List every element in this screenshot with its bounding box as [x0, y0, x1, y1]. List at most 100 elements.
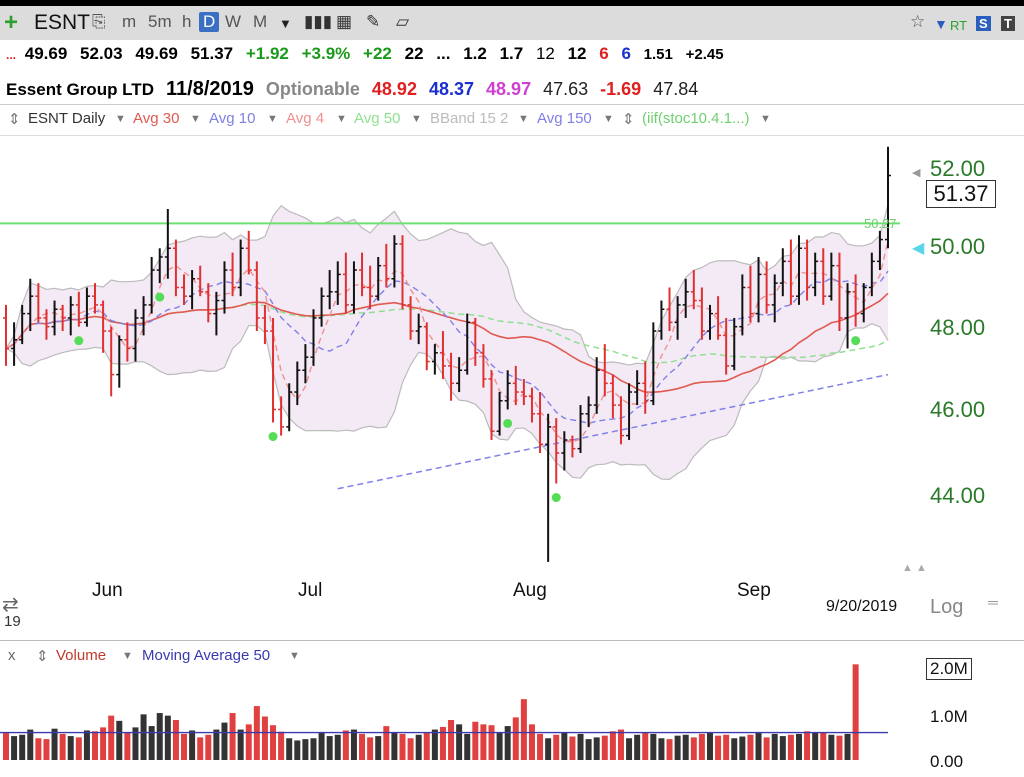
volume-bar: [561, 732, 568, 760]
open-value: 49.69: [24, 44, 68, 63]
interval-monthly[interactable]: M: [253, 12, 268, 31]
dropdown-icon[interactable]: ▼: [603, 113, 614, 125]
ohlc-bar: [213, 291, 220, 336]
ohlc-bar: [11, 322, 18, 366]
menu-icon[interactable]: ═: [988, 594, 998, 610]
study-avg50[interactable]: Avg 50: [354, 110, 401, 127]
low-value: 49.69: [135, 44, 178, 63]
volume-bar: [350, 729, 357, 760]
interval-1m[interactable]: m: [122, 12, 137, 31]
move-handle-icon[interactable]: ⇕: [8, 111, 21, 128]
s-button[interactable]: S: [976, 16, 991, 31]
dropdown-icon[interactable]: ▼: [190, 113, 201, 125]
volume-bar: [520, 699, 527, 760]
scroll-up-icon-2[interactable]: ▲: [916, 562, 927, 574]
interval-weekly[interactable]: W: [225, 12, 242, 31]
ohlc-bar: [804, 239, 811, 301]
dropdown-icon[interactable]: ▼: [336, 113, 347, 125]
dropdown-icon[interactable]: ▼: [122, 650, 133, 662]
volume-bar: [763, 737, 770, 760]
link-icon[interactable]: ⎘: [92, 12, 106, 31]
move-handle-icon[interactable]: ⇕: [622, 111, 635, 128]
volume-bar: [407, 738, 414, 760]
volume-bar: [391, 733, 398, 760]
scroll-up-icon[interactable]: ▲: [902, 562, 913, 574]
ohlc-bar: [164, 209, 171, 279]
volume-bar: [415, 734, 422, 760]
ohlc-bar: [844, 283, 851, 349]
volume-bar: [294, 740, 301, 760]
stat-3: 1.2: [463, 44, 487, 63]
study-bband[interactable]: BBand 15 2: [430, 110, 509, 127]
bband-lower-line: [5, 323, 889, 481]
dropdown-icon[interactable]: ▼: [267, 113, 278, 125]
volume-bar: [682, 734, 689, 760]
ohlc-bar: [181, 274, 188, 305]
study-avg4[interactable]: Avg 4: [286, 110, 325, 127]
volume-bar: [779, 736, 786, 760]
add-symbol-icon[interactable]: +: [4, 9, 19, 36]
ohlc-bar: [860, 283, 867, 323]
ohlc-bar: [100, 300, 107, 353]
interval-hour[interactable]: h: [182, 12, 192, 31]
draw-pencil-icon[interactable]: ✎: [366, 12, 381, 31]
volume-bar: [553, 734, 560, 760]
volume-bar: [795, 733, 802, 760]
volume-bar: [828, 734, 835, 760]
stat-2: 22: [404, 44, 424, 63]
ohlc-bar: [715, 296, 722, 340]
study-avg150[interactable]: Avg 150: [537, 110, 592, 127]
annotation-icon[interactable]: ▱: [396, 12, 410, 31]
volume-bar: [92, 731, 99, 760]
refresh-icon[interactable]: ⇄: [2, 594, 19, 616]
ohlc-bar: [820, 248, 827, 305]
signal-dot: [74, 336, 84, 346]
study-series[interactable]: ESNT Daily: [28, 110, 106, 127]
price-3: 48.97: [486, 79, 532, 99]
symbol-label[interactable]: ESNT: [34, 11, 91, 34]
volume-bar: [690, 737, 697, 760]
ohlc-bar: [172, 239, 179, 297]
study-custom[interactable]: (iif(stoc10.4.1...): [642, 110, 750, 127]
ohlc-bar: [431, 344, 438, 375]
volume-bar: [537, 733, 544, 760]
dropdown-icon[interactable]: ▼: [411, 113, 422, 125]
avg10-line: [5, 270, 889, 425]
volume-ma-study[interactable]: Moving Average 50: [142, 647, 271, 664]
ohlc-bar: [326, 270, 333, 310]
log-toggle[interactable]: Log: [930, 596, 964, 618]
volume-bar: [666, 739, 673, 760]
volume-bar: [237, 729, 244, 760]
t-button[interactable]: T: [1001, 16, 1015, 31]
interval-daily-button[interactable]: D: [199, 12, 220, 32]
study-avg30[interactable]: Avg 30: [133, 110, 180, 127]
bar-chart-icon[interactable]: ▮▮▮: [304, 12, 333, 31]
ohlc-bar: [771, 274, 778, 323]
volume-bar: [189, 730, 196, 760]
realtime-label[interactable]: RT: [950, 18, 968, 33]
volume-bar: [286, 738, 293, 760]
filter-icon[interactable]: ▼: [934, 16, 948, 32]
volume-bar: [213, 729, 220, 760]
calculator-icon[interactable]: ▦: [336, 12, 353, 31]
volume-bar: [342, 730, 349, 760]
stat-1: +22: [363, 44, 392, 63]
volume-bar: [512, 717, 519, 760]
volume-bar: [318, 733, 325, 760]
dropdown-icon[interactable]: ▼: [518, 113, 529, 125]
dropdown-icon[interactable]: ▼: [760, 113, 771, 125]
favorite-star-icon[interactable]: ☆: [910, 12, 926, 31]
study-avg10[interactable]: Avg 10: [209, 110, 256, 127]
interval-5m[interactable]: 5m: [148, 12, 172, 31]
ohlc-bar: [868, 252, 875, 297]
interval-dropdown-icon[interactable]: ▼: [279, 16, 292, 31]
close-pane-icon[interactable]: x: [8, 647, 16, 664]
volume-bar: [609, 731, 616, 760]
dropdown-icon[interactable]: ▼: [289, 650, 300, 662]
corner-label: 19: [4, 613, 21, 630]
volume-bar: [747, 734, 754, 760]
move-handle-icon[interactable]: ⇕: [36, 648, 49, 665]
volume-study[interactable]: Volume: [56, 647, 107, 664]
dropdown-icon[interactable]: ▼: [115, 113, 126, 125]
price-chart[interactable]: [0, 135, 1024, 575]
